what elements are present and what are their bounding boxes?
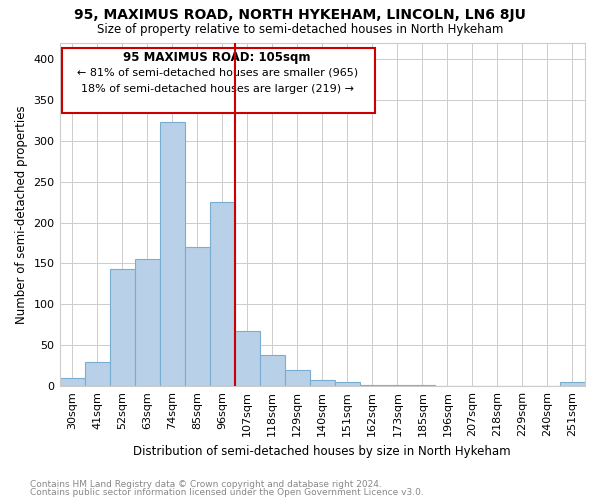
Text: Contains public sector information licensed under the Open Government Licence v3: Contains public sector information licen… [30, 488, 424, 497]
Bar [209, 202, 235, 386]
Text: 18% of semi-detached houses are larger (219) →: 18% of semi-detached houses are larger (… [80, 84, 353, 94]
Bar [59, 378, 85, 386]
Bar [85, 362, 110, 386]
FancyBboxPatch shape [62, 48, 375, 113]
Bar [185, 247, 209, 386]
Text: Contains HM Land Registry data © Crown copyright and database right 2024.: Contains HM Land Registry data © Crown c… [30, 480, 382, 489]
Text: 95 MAXIMUS ROAD: 105sqm: 95 MAXIMUS ROAD: 105sqm [124, 51, 311, 64]
Bar [110, 269, 134, 386]
X-axis label: Distribution of semi-detached houses by size in North Hykeham: Distribution of semi-detached houses by … [133, 444, 511, 458]
Text: Size of property relative to semi-detached houses in North Hykeham: Size of property relative to semi-detach… [97, 22, 503, 36]
Text: ← 81% of semi-detached houses are smaller (965): ← 81% of semi-detached houses are smalle… [77, 67, 358, 77]
Bar [160, 122, 185, 386]
Y-axis label: Number of semi-detached properties: Number of semi-detached properties [15, 105, 28, 324]
Bar [360, 384, 385, 386]
Bar [560, 382, 585, 386]
Text: 95, MAXIMUS ROAD, NORTH HYKEHAM, LINCOLN, LN6 8JU: 95, MAXIMUS ROAD, NORTH HYKEHAM, LINCOLN… [74, 8, 526, 22]
Bar [335, 382, 360, 386]
Bar [310, 380, 335, 386]
Bar [260, 355, 285, 386]
Bar [134, 260, 160, 386]
Bar [285, 370, 310, 386]
Bar [235, 330, 260, 386]
